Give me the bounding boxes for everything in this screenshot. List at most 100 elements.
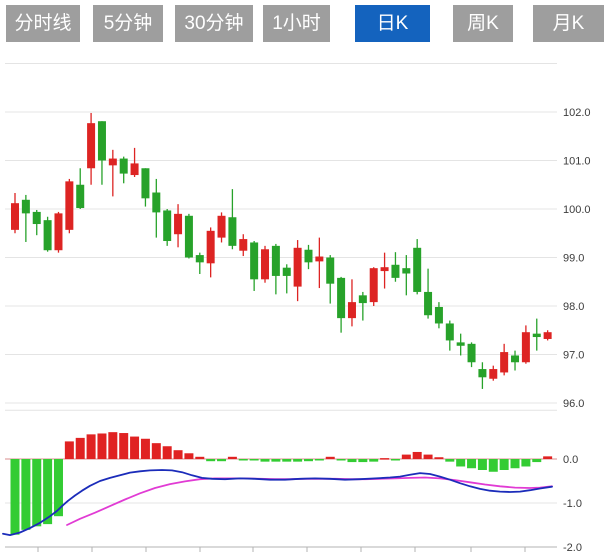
price-axis-label: 101.0 <box>563 156 591 168</box>
candle-body <box>445 323 454 341</box>
candle-body <box>54 213 63 251</box>
candle-body <box>130 163 139 176</box>
tab-daily-k[interactable]: 日K <box>355 5 430 42</box>
candle-body <box>413 247 422 292</box>
candle-body <box>500 352 509 373</box>
macd-histogram-bar <box>532 459 542 463</box>
macd-axis-label: -1.0 <box>563 498 582 510</box>
candle-body <box>97 121 106 161</box>
candle-body <box>239 239 248 251</box>
macd-histogram-bar <box>32 459 42 527</box>
macd-histogram-bar <box>456 459 466 467</box>
macd-histogram-bar <box>423 454 433 459</box>
candle-body <box>228 217 237 246</box>
macd-histogram-bar <box>249 459 259 461</box>
timeframe-tabbar: 分时线 5分钟 30分钟 1小时 日K 周K 月K <box>0 0 604 48</box>
macd-histogram-bar <box>195 456 205 459</box>
candle-body <box>217 215 226 238</box>
candle-body <box>489 369 498 379</box>
candle-body <box>282 267 291 276</box>
candle-body <box>195 255 204 263</box>
macd-histogram-bar <box>380 458 390 460</box>
macd-histogram-bar <box>162 446 172 459</box>
macd-axis-label: 0.0 <box>563 454 578 466</box>
candle-body <box>250 242 259 280</box>
candle-body <box>391 264 400 278</box>
macd-histogram-bar <box>477 459 487 470</box>
candle-body <box>511 355 520 363</box>
candle-body <box>76 184 85 209</box>
candle-body <box>369 268 378 303</box>
macd-histogram-bar <box>325 456 335 459</box>
macd-histogram-bar <box>10 459 20 535</box>
macd-histogram-bar <box>445 459 455 462</box>
macd-histogram-bar <box>369 459 379 462</box>
macd-histogram-bar <box>108 432 118 459</box>
macd-histogram-bar <box>184 453 194 459</box>
candle-body <box>261 249 270 280</box>
tab-30min[interactable]: 30分钟 <box>175 5 253 42</box>
candle-body <box>532 333 541 338</box>
candle-body <box>43 220 52 251</box>
candle-body <box>184 215 193 258</box>
candle-body <box>315 256 324 262</box>
price-axis-label: 99.0 <box>563 253 584 265</box>
price-axis-label: 97.0 <box>563 350 584 362</box>
tab-weekly-k[interactable]: 周K <box>453 5 513 42</box>
macd-axis-label: -2.0 <box>563 542 582 554</box>
macd-histogram-bar <box>130 436 140 459</box>
candle-body <box>293 247 302 287</box>
candle-body <box>271 245 280 276</box>
tab-1hour[interactable]: 1小时 <box>263 5 330 42</box>
macd-histogram-bar <box>75 437 85 459</box>
price-axis-label: 100.0 <box>563 204 591 216</box>
candle-body <box>326 257 335 284</box>
candle-body <box>380 267 389 272</box>
macd-histogram-bar <box>358 459 368 463</box>
macd-histogram-bar <box>510 459 520 469</box>
macd-histogram-bar <box>206 459 216 462</box>
candle-body <box>424 291 433 316</box>
candle-body <box>65 181 74 230</box>
candle-body <box>467 343 476 363</box>
macd-histogram-bar <box>173 450 183 459</box>
candle-body <box>347 302 356 319</box>
candle-body <box>21 199 30 214</box>
tab-5min[interactable]: 5分钟 <box>93 5 163 42</box>
macd-histogram-bar <box>467 459 477 469</box>
candle-body <box>434 306 443 324</box>
dif-line <box>2 469 553 536</box>
macd-histogram-bar <box>119 433 129 459</box>
dea-line <box>66 476 553 526</box>
macd-histogram-bar <box>282 459 292 462</box>
macd-histogram-bar <box>521 459 531 467</box>
candle-body <box>206 230 215 264</box>
macd-histogram-bar <box>499 459 509 470</box>
macd-histogram-bar <box>64 441 74 459</box>
candle-body <box>11 203 19 230</box>
macd-histogram-bar <box>271 459 281 462</box>
tab-time-line[interactable]: 分时线 <box>6 5 80 42</box>
candle-body <box>358 295 367 304</box>
macd-histogram-bar <box>238 459 248 461</box>
macd-histogram-bar <box>227 456 237 459</box>
macd-histogram-bar <box>434 457 444 459</box>
candle-body <box>32 211 41 225</box>
candle-body <box>174 213 183 235</box>
macd-histogram-bar <box>347 459 357 463</box>
candle-body <box>304 249 313 263</box>
price-axis-label: 96.0 <box>563 398 584 410</box>
macd-histogram-bar <box>293 459 303 462</box>
macd-histogram-bar <box>412 451 422 459</box>
price-axis-label: 98.0 <box>563 301 584 313</box>
candle-body <box>141 168 150 199</box>
macd-histogram-bar <box>140 438 150 459</box>
candle-body <box>119 158 128 174</box>
macd-histogram-bar <box>336 459 346 461</box>
candle-body <box>478 369 487 378</box>
candle-body <box>456 342 465 346</box>
candle-body <box>152 192 161 213</box>
tab-monthly-k[interactable]: 月K <box>533 5 604 42</box>
